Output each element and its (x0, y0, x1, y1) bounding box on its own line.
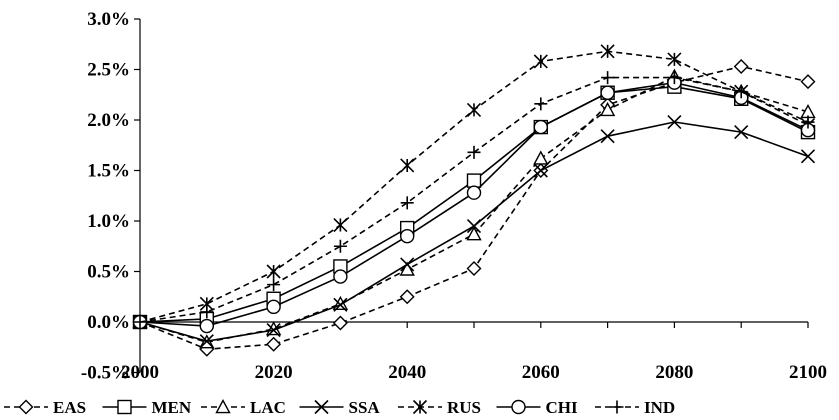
legend: EAS MEN LAC SSA RUS CHI IND (4, 398, 675, 417)
point-lac (466, 226, 482, 241)
legend-label-lac: LAC (250, 398, 286, 417)
legend-item-men: MEN (102, 398, 192, 417)
legend-label-ind: IND (644, 398, 675, 417)
point-ssa (734, 125, 749, 140)
point-ssa (600, 129, 615, 144)
legend-marker-ind (610, 400, 624, 414)
x-tick-label: 2100 (789, 362, 827, 383)
point-men (466, 173, 482, 188)
point-lac (533, 150, 549, 165)
legend-item-chi: CHI (496, 398, 579, 417)
point-eas (733, 58, 749, 74)
point-rus (333, 217, 348, 233)
point-eas (399, 289, 415, 305)
point-eas (466, 260, 482, 276)
legend-marker-lac (215, 399, 231, 414)
y-tick-label: 0.5% (87, 262, 130, 283)
point-chi (199, 318, 215, 334)
point-chi (533, 119, 548, 135)
point-ind (267, 278, 281, 292)
x-tick-label: 2000 (121, 362, 159, 383)
x-tick-label: 2060 (522, 362, 560, 383)
series-line-chi (139, 81, 809, 327)
y-tick-label: -0.5% (81, 363, 130, 384)
y-tick-label: 2.5% (87, 60, 130, 81)
series-ssa (132, 114, 816, 349)
point-ind (601, 71, 615, 85)
point-ssa (333, 297, 348, 312)
point-ind (467, 145, 481, 159)
point-eas (332, 315, 348, 331)
point-ind (133, 315, 147, 329)
legend-label-ssa: SSA (349, 398, 381, 417)
point-ssa (466, 218, 482, 234)
legend-label-rus: RUS (447, 398, 481, 417)
point-chi (466, 185, 482, 200)
series-men (132, 79, 816, 330)
series-layer (132, 44, 816, 357)
y-tick-label: 0.0% (87, 312, 130, 333)
legend-marker-men (117, 399, 132, 415)
legend-label-chi: CHI (546, 398, 579, 417)
point-eas (266, 336, 282, 352)
point-ssa (533, 163, 548, 178)
point-lac (599, 101, 616, 117)
point-rus (266, 264, 281, 279)
series-ind (133, 71, 815, 329)
legend-item-ind: IND (595, 398, 675, 417)
point-ssa (667, 114, 682, 130)
legend-marker-ssa (314, 399, 329, 415)
x-tick-label: 2020 (255, 362, 293, 383)
legend-item-rus: RUS (398, 398, 481, 417)
y-tick-label: 1.0% (87, 211, 130, 232)
series-line-men (139, 85, 809, 323)
point-ind (667, 71, 681, 85)
series-chi (132, 75, 816, 334)
point-ind (400, 196, 414, 210)
point-lac (332, 295, 349, 311)
legend-marker-rus (412, 399, 428, 415)
point-eas (800, 74, 816, 90)
point-rus (400, 158, 415, 173)
y-tick-label: 1.5% (87, 161, 130, 182)
point-ssa (400, 257, 415, 272)
point-ind (333, 239, 347, 253)
point-lac (399, 261, 415, 276)
legend-label-eas: EAS (53, 398, 86, 417)
point-ind (801, 115, 815, 129)
point-ssa (266, 323, 281, 338)
point-chi (266, 299, 281, 315)
point-ind (200, 305, 214, 319)
legend-marker-eas (18, 399, 34, 415)
legend-label-men: MEN (152, 398, 192, 417)
point-ssa (199, 334, 214, 349)
legend-item-eas: EAS (4, 398, 86, 417)
point-rus (667, 52, 682, 67)
legend-item-lac: LAC (201, 398, 286, 417)
y-tick-label: 3.0% (87, 9, 130, 30)
point-ind (734, 85, 748, 99)
point-ind (534, 97, 548, 111)
x-tick-label: 2040 (388, 362, 426, 383)
axes: -0.5% 0.0% 0.5% 1.0% 1.5% 2.0% 2.5% 3.0% 2000 202… (81, 9, 827, 384)
point-ssa (800, 149, 816, 164)
point-chi (333, 269, 348, 284)
x-tick-label: 2080 (655, 362, 693, 383)
point-chi (600, 85, 615, 100)
legend-marker-chi (511, 399, 526, 415)
legend-item-ssa: SSA (299, 398, 381, 417)
point-rus (533, 54, 548, 69)
y-tick-label: 2.0% (87, 110, 130, 131)
point-rus (466, 102, 482, 117)
series-line-lac (139, 75, 809, 344)
point-rus (600, 44, 615, 59)
point-chi (400, 228, 415, 244)
